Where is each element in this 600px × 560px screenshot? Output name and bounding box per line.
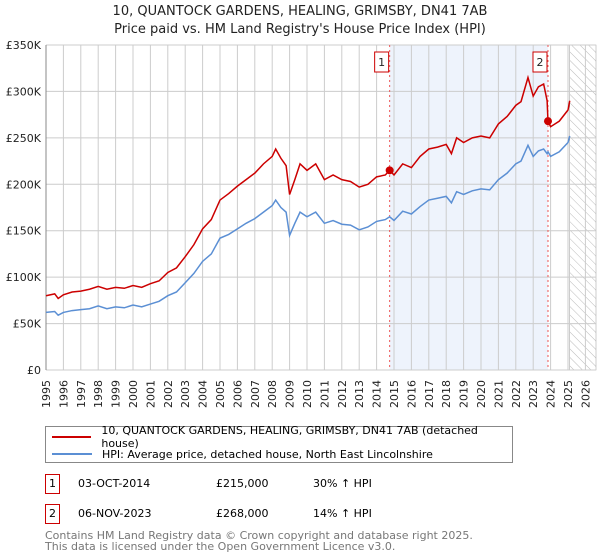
y-tick-label: £300K <box>6 85 42 98</box>
x-tick-label: 1999 <box>110 380 123 408</box>
y-tick-label: £0 <box>27 364 41 377</box>
chart-title: 10, QUANTOCK GARDENS, HEALING, GRIMSBY, … <box>112 4 488 19</box>
transaction-row: 2 06-NOV-2023 £268,000 14% ↑ HPI <box>45 504 445 524</box>
y-tick-label: £350K <box>6 39 42 52</box>
x-tick-label: 2015 <box>388 380 401 408</box>
y-tick-label: £200K <box>6 178 42 191</box>
shaded-ownership-period <box>389 45 548 370</box>
price-chart: 1995 1996 1997 1998 1999 2000 2001 2002 2003 2004… <box>6 39 597 408</box>
sale-label-box <box>532 51 548 73</box>
footer-licence: This data is licensed under the Open Gov… <box>45 540 396 553</box>
property-price-line <box>45 74 571 300</box>
sale-price: £215,000 <box>216 477 269 490</box>
x-tick-label: 2006 <box>231 380 244 408</box>
legend-label: 10, QUANTOCK GARDENS, HEALING, GRIMSBY, … <box>101 424 478 450</box>
x-tick-label: 2007 <box>249 380 262 408</box>
chart-subtitle: Price paid vs. HM Land Registry's House … <box>114 22 486 37</box>
x-tick-label: 2018 <box>440 380 453 408</box>
x-tick-label: 2004 <box>197 380 210 408</box>
marker-badge: 1 <box>45 474 60 494</box>
x-tick-label: 2010 <box>301 380 314 408</box>
sale-date: 06-NOV-2023 <box>78 507 152 520</box>
footer-copyright: Contains HM Land Registry data © Crown c… <box>45 529 473 542</box>
hpi-delta: 30% ↑ HPI <box>313 477 372 490</box>
x-tick-label: 2021 <box>492 380 505 408</box>
x-tick-label: 2011 <box>318 380 331 408</box>
legend-label: HPI: Average price, detached house, Nort… <box>102 447 433 461</box>
x-tick-label: 2019 <box>458 380 471 408</box>
transaction-row: 1 03-OCT-2014 £215,000 30% ↑ HPI <box>45 474 445 494</box>
x-tick-label: 2013 <box>353 380 366 408</box>
x-tick-label: 2022 <box>510 380 523 408</box>
x-tick-label: 2017 <box>423 380 436 408</box>
marker-badge: 2 <box>45 504 60 524</box>
x-tick-label: 2000 <box>127 380 140 408</box>
red-line-swatch <box>52 436 92 438</box>
hpi-line <box>45 135 571 317</box>
x-tick-label: 2002 <box>162 380 175 408</box>
sale-label-box <box>374 51 390 73</box>
blue-line-swatch <box>52 453 92 455</box>
x-tick-label: 2005 <box>214 380 227 408</box>
y-tick-label: £150K <box>6 225 42 238</box>
x-tick-label: 1995 <box>40 380 53 408</box>
x-tick-label: 2012 <box>336 380 349 408</box>
hpi-delta: 14% ↑ HPI <box>313 507 372 520</box>
y-tick-label: £100K <box>6 271 42 284</box>
legend-item-property: 10, QUANTOCK GARDENS, HEALING, GRIMSBY, … <box>52 424 512 450</box>
x-tick-label: 2025 <box>562 380 575 408</box>
sale-point <box>543 117 552 126</box>
x-tick-label: 2023 <box>527 380 540 408</box>
forecast-hatched-region <box>569 44 597 371</box>
x-tick-label: 2024 <box>545 380 558 408</box>
footer: Contains HM Land Registry data © Crown c… <box>45 530 473 552</box>
sale-point <box>385 166 394 175</box>
sale-label: 1 <box>378 56 385 69</box>
legend: 10, QUANTOCK GARDENS, HEALING, GRIMSBY, … <box>45 424 513 463</box>
x-tick-label: 1998 <box>92 380 105 408</box>
x-tick-label: 2016 <box>405 380 418 408</box>
x-tick-label: 2003 <box>179 380 192 408</box>
sale-price: £268,000 <box>216 507 269 520</box>
x-tick-label: 2014 <box>371 380 384 408</box>
y-tick-label: £250K <box>6 132 42 145</box>
y-tick-label: £50K <box>13 318 42 331</box>
sale-label: 2 <box>536 56 543 69</box>
legend-item-hpi: HPI: Average price, detached house, Nort… <box>52 446 433 462</box>
x-tick-label: 2020 <box>475 380 488 408</box>
x-tick-label: 2026 <box>579 380 592 408</box>
x-tick-label: 1997 <box>75 380 88 408</box>
x-tick-label: 2009 <box>284 380 297 408</box>
x-tick-label: 2008 <box>266 380 279 408</box>
x-tick-label: 2001 <box>144 380 157 408</box>
sale-date: 03-OCT-2014 <box>78 477 151 490</box>
x-tick-label: 1996 <box>57 380 70 408</box>
